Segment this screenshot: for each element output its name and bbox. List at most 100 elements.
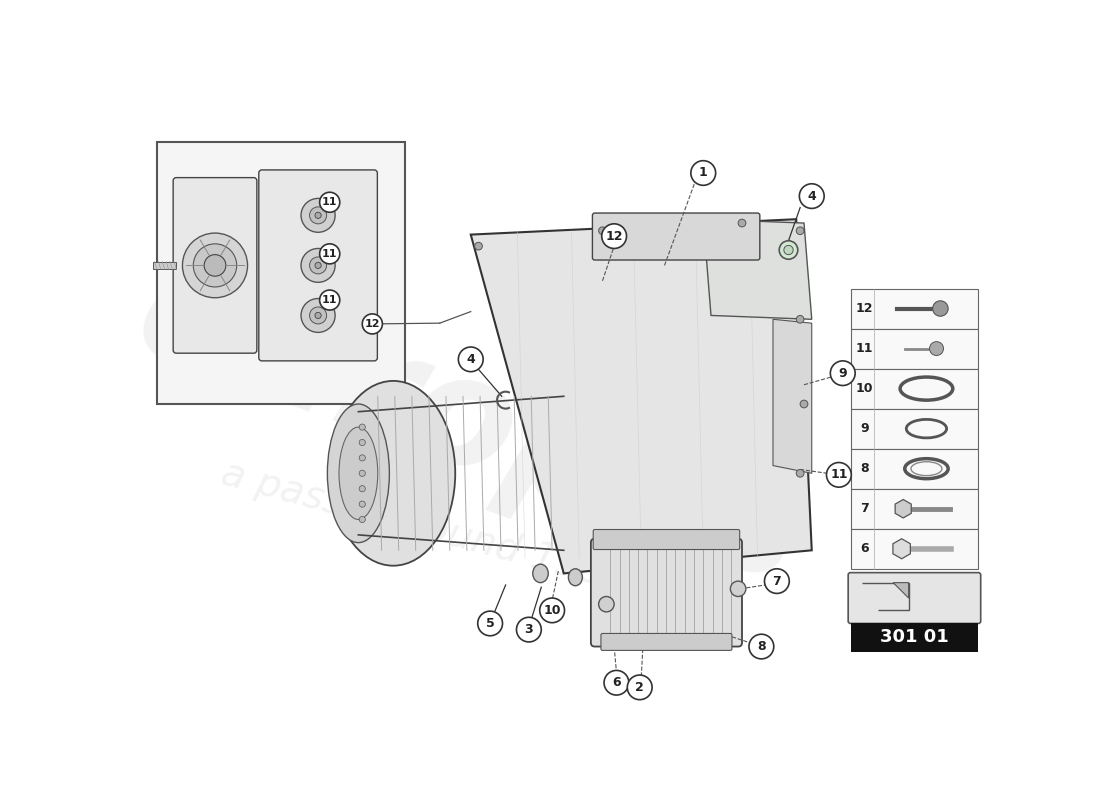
Polygon shape bbox=[895, 499, 911, 518]
Circle shape bbox=[602, 224, 627, 249]
Bar bbox=[850, 489, 978, 529]
Circle shape bbox=[540, 598, 564, 622]
Circle shape bbox=[359, 470, 365, 476]
Circle shape bbox=[796, 227, 804, 234]
Text: 10: 10 bbox=[543, 604, 561, 617]
Text: 4: 4 bbox=[807, 190, 816, 202]
Text: 7: 7 bbox=[860, 502, 869, 515]
Circle shape bbox=[309, 257, 327, 274]
Circle shape bbox=[320, 192, 340, 212]
Circle shape bbox=[930, 342, 944, 355]
Circle shape bbox=[598, 597, 614, 612]
Ellipse shape bbox=[328, 404, 389, 542]
Text: 12: 12 bbox=[364, 319, 381, 329]
Text: 9: 9 bbox=[838, 366, 847, 380]
Text: 11: 11 bbox=[322, 295, 338, 305]
Circle shape bbox=[183, 233, 248, 298]
FancyBboxPatch shape bbox=[593, 213, 760, 260]
Polygon shape bbox=[703, 219, 812, 319]
Bar bbox=[850, 409, 978, 449]
Circle shape bbox=[459, 347, 483, 372]
Text: a passion found 1985: a passion found 1985 bbox=[217, 454, 631, 600]
Text: 11: 11 bbox=[322, 249, 338, 259]
Circle shape bbox=[320, 290, 340, 310]
Bar bbox=[157, 142, 405, 404]
Polygon shape bbox=[471, 219, 812, 574]
Circle shape bbox=[784, 246, 793, 254]
Text: 9: 9 bbox=[860, 422, 869, 435]
Circle shape bbox=[309, 207, 327, 224]
Bar bbox=[850, 329, 978, 369]
Circle shape bbox=[362, 314, 383, 334]
Circle shape bbox=[738, 219, 746, 227]
Circle shape bbox=[301, 249, 336, 282]
Text: 11: 11 bbox=[856, 342, 873, 355]
Bar bbox=[850, 369, 978, 409]
Circle shape bbox=[315, 212, 321, 218]
Text: 12: 12 bbox=[856, 302, 873, 315]
Circle shape bbox=[205, 254, 225, 276]
FancyBboxPatch shape bbox=[848, 573, 981, 623]
Polygon shape bbox=[773, 319, 812, 474]
Text: 3: 3 bbox=[525, 623, 533, 636]
Circle shape bbox=[359, 455, 365, 461]
Ellipse shape bbox=[569, 569, 582, 586]
Circle shape bbox=[315, 262, 321, 269]
Circle shape bbox=[627, 675, 652, 700]
Ellipse shape bbox=[331, 381, 455, 566]
Text: 6: 6 bbox=[860, 542, 869, 555]
Circle shape bbox=[749, 634, 773, 659]
Circle shape bbox=[359, 486, 365, 492]
Bar bbox=[153, 262, 176, 270]
Text: 7: 7 bbox=[772, 574, 781, 587]
FancyBboxPatch shape bbox=[173, 178, 257, 353]
Circle shape bbox=[477, 611, 503, 636]
Circle shape bbox=[301, 198, 336, 232]
Bar bbox=[850, 449, 978, 489]
FancyBboxPatch shape bbox=[591, 538, 742, 646]
Polygon shape bbox=[893, 538, 911, 558]
Text: europes: europes bbox=[118, 238, 824, 616]
Bar bbox=[850, 289, 978, 329]
Text: 8: 8 bbox=[757, 640, 766, 653]
Circle shape bbox=[517, 618, 541, 642]
FancyBboxPatch shape bbox=[258, 170, 377, 361]
Circle shape bbox=[359, 439, 365, 446]
Circle shape bbox=[604, 670, 629, 695]
Text: 5: 5 bbox=[486, 617, 495, 630]
FancyBboxPatch shape bbox=[593, 530, 739, 550]
Circle shape bbox=[826, 462, 851, 487]
Text: 1: 1 bbox=[698, 166, 707, 179]
Text: 8: 8 bbox=[860, 462, 869, 475]
Circle shape bbox=[779, 241, 798, 259]
Bar bbox=[850, 622, 978, 652]
Circle shape bbox=[933, 301, 948, 316]
Ellipse shape bbox=[339, 427, 377, 519]
Circle shape bbox=[194, 244, 236, 287]
Circle shape bbox=[796, 470, 804, 477]
Text: 10: 10 bbox=[856, 382, 873, 395]
Circle shape bbox=[800, 184, 824, 209]
Circle shape bbox=[320, 244, 340, 264]
Text: 6: 6 bbox=[612, 676, 620, 690]
Circle shape bbox=[796, 315, 804, 323]
Text: 11: 11 bbox=[830, 468, 848, 482]
Polygon shape bbox=[893, 582, 909, 598]
Circle shape bbox=[598, 227, 606, 234]
Bar bbox=[850, 529, 978, 569]
Ellipse shape bbox=[532, 564, 548, 582]
Text: 2: 2 bbox=[636, 681, 645, 694]
Circle shape bbox=[730, 581, 746, 597]
Circle shape bbox=[359, 501, 365, 507]
Text: 12: 12 bbox=[605, 230, 623, 242]
Circle shape bbox=[359, 424, 365, 430]
FancyBboxPatch shape bbox=[601, 634, 732, 650]
Circle shape bbox=[764, 569, 790, 594]
Text: 301 01: 301 01 bbox=[880, 628, 949, 646]
Circle shape bbox=[691, 161, 716, 186]
Text: 11: 11 bbox=[322, 198, 338, 207]
Circle shape bbox=[830, 361, 855, 386]
Text: 4: 4 bbox=[466, 353, 475, 366]
Circle shape bbox=[474, 242, 483, 250]
Circle shape bbox=[315, 312, 321, 318]
